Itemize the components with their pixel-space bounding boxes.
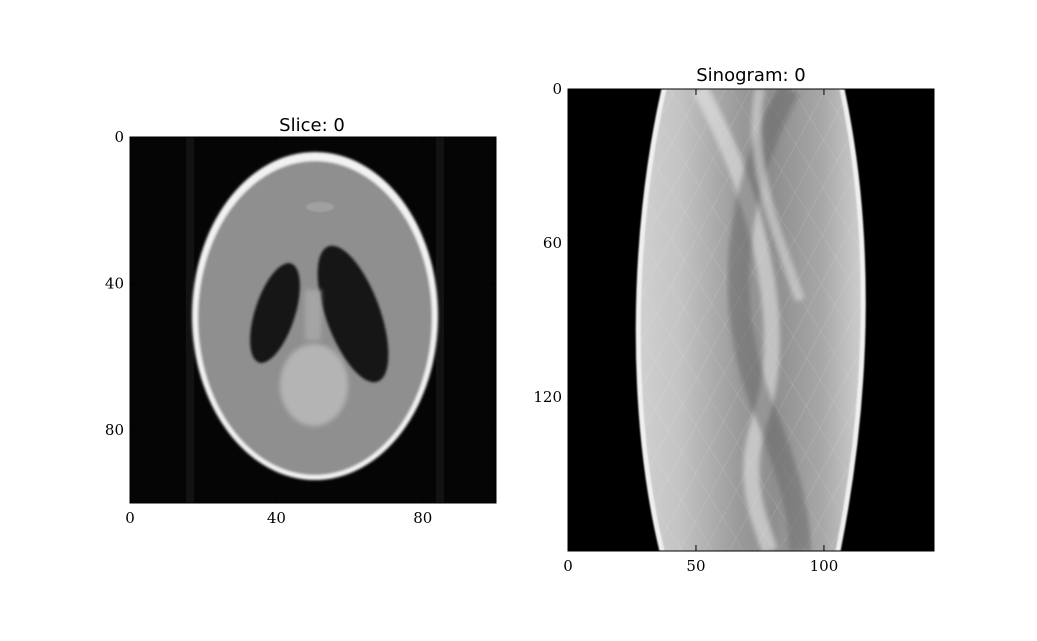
slice-xtick-label: 0 [125,509,135,527]
slice-ytick-label: 40 [105,274,124,292]
sinogram-image [568,89,934,551]
slice-xtick-label: 40 [267,509,286,527]
sinogram-title: Sinogram: 0 [696,65,805,86]
sinogram-xtick-label: 0 [563,557,573,575]
phantom-ventricle-left [250,263,300,363]
slice-xtick-label: 80 [413,509,432,527]
phantom-center [280,344,348,426]
slice-ytick-label: 80 [105,421,124,439]
slice-frame [129,136,497,504]
slice-ytick-label: 0 [114,128,124,146]
sinogram-ytick-label: 0 [552,80,562,98]
phantom-ventricle-right [317,245,389,383]
sinogram-chart: Sinogram: 0 0 60 120 0 50 100 [533,65,935,575]
sinogram-xtick-label: 100 [810,557,839,575]
slice-chart: Slice: 0 0 40 80 [105,115,497,527]
slice-image [130,137,496,503]
sinogram-xtick-label: 50 [686,557,705,575]
sinogram-ytick-label: 60 [543,234,562,252]
sinogram-frame [567,88,935,552]
slice-title: Slice: 0 [279,115,345,136]
sinogram-ytick-label: 120 [533,388,562,406]
